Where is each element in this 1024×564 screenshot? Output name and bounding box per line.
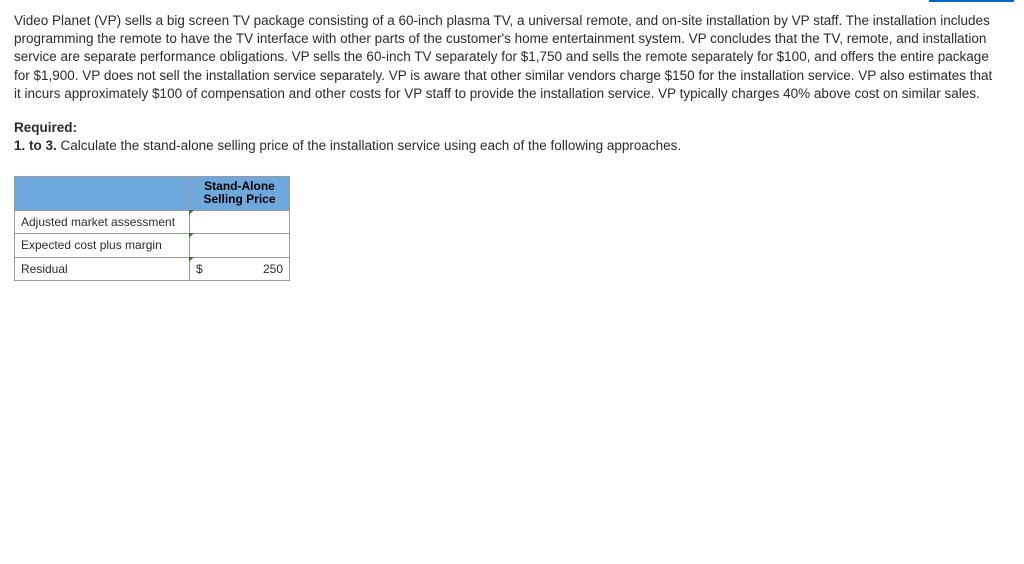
required-block: Required: 1. to 3. Calculate the stand-a… <box>14 119 1010 155</box>
currency-symbol: $ <box>196 261 203 277</box>
value-input[interactable]: $ 250 <box>190 257 290 280</box>
table-row: Expected cost plus margin <box>15 234 290 257</box>
table-corner <box>15 176 190 211</box>
input-marker-icon <box>189 257 194 262</box>
column-header: Stand-Alone Selling Price <box>190 176 290 211</box>
required-label: Required: <box>14 120 77 135</box>
value-text: 250 <box>263 262 283 276</box>
row-label: Residual <box>15 257 190 280</box>
problem-body: Video Planet (VP) sells a big screen TV … <box>14 12 994 103</box>
value-input[interactable] <box>190 234 290 257</box>
table-row: Adjusted market assessment <box>15 211 290 234</box>
accent-line <box>929 0 1014 2</box>
table-row: Residual $ 250 <box>15 257 290 280</box>
input-marker-icon <box>189 233 194 238</box>
required-instruction: 1. to 3. Calculate the stand-alone selli… <box>14 138 681 153</box>
answer-table: Stand-Alone Selling Price Adjusted marke… <box>14 176 290 281</box>
row-label: Expected cost plus margin <box>15 234 190 257</box>
input-marker-icon <box>189 210 194 215</box>
value-input[interactable] <box>190 211 290 234</box>
row-label: Adjusted market assessment <box>15 211 190 234</box>
